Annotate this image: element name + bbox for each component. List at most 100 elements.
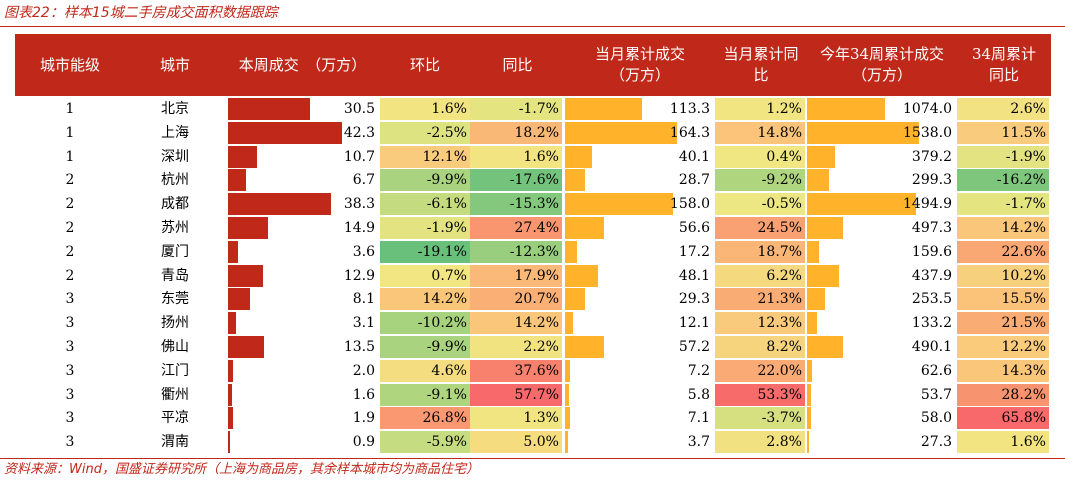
cell-value: 2 — [65, 219, 75, 236]
data-bar — [807, 407, 812, 430]
cell-value: 14.2% — [422, 291, 467, 308]
cell-value: 164.3 — [669, 124, 710, 141]
cell-value: 159.6 — [911, 243, 952, 260]
cell-month-cum: 17.2 — [565, 240, 713, 263]
cell-ytd-yoy: 10.2% — [957, 264, 1049, 287]
source-note: 资料来源：Wind，国盛证券研究所（上海为商品房，其余样本城市均为商品住宅） — [4, 462, 479, 477]
cell-month-cum: 56.6 — [565, 216, 713, 239]
cell-ytd-cum: 497.3 — [807, 216, 955, 239]
table-row: 2 成都 38.3 -6.1% -15.3% 158.0 -0.5% 1494.9 -1.7% — [0, 192, 1065, 216]
cell-value: 12.1 — [678, 315, 710, 332]
cell-value: 437.9 — [911, 267, 952, 284]
data-bar — [807, 264, 839, 287]
data-bar — [565, 216, 604, 239]
cell-ytd-yoy: 11.5% — [957, 121, 1049, 144]
cell-value: 6.7 — [352, 172, 375, 189]
cell-weekly: 8.1 — [228, 288, 378, 311]
cell-value: 8.2% — [766, 338, 802, 355]
data-bar — [807, 216, 844, 239]
cell-weekly: 3.6 — [228, 240, 378, 263]
cell-value: 0.4% — [766, 148, 802, 165]
cell-value: 21.5% — [1001, 315, 1046, 332]
cell-yoy: -12.3% — [470, 240, 562, 263]
cell-yoy: -15.3% — [470, 193, 562, 216]
cell-weekly: 30.5 — [228, 98, 378, 120]
cell-value: -3.7% — [761, 410, 802, 427]
cell-ytd-cum: 133.2 — [807, 312, 955, 335]
data-bar — [228, 312, 237, 335]
cell-value: 扬州 — [161, 315, 189, 332]
cell-value: 佛山 — [161, 338, 189, 355]
cell-value: 37.6% — [514, 362, 559, 379]
cell-value: 3 — [65, 291, 75, 308]
cell-value: 113.3 — [669, 101, 710, 117]
figure-caption: 图表22：样本15城二手房成交面积数据跟踪 — [4, 5, 278, 21]
data-bar — [807, 193, 916, 216]
cell-month-yoy: 22.0% — [715, 359, 805, 382]
cell-weekly: 2.0 — [228, 359, 378, 382]
cell-tier: 3 — [15, 288, 125, 310]
data-bar — [807, 335, 843, 358]
cell-value: 1074.0 — [903, 101, 952, 117]
cell-value: 3.7 — [687, 434, 710, 451]
cell-month-cum: 164.3 — [565, 121, 713, 144]
cell-value: 12.1% — [422, 148, 467, 165]
table-row: 1 上海 42.3 -2.5% 18.2% 164.3 14.8% 1538.0 11.5% — [0, 121, 1065, 145]
table-row: 3 渭南 0.9 -5.9% 5.0% 3.7 2.8% 27.3 1.6% — [0, 430, 1065, 454]
cell-value: 上海 — [161, 124, 189, 141]
cell-value: -1.7% — [518, 101, 559, 117]
cell-month-cum: 28.7 — [565, 169, 713, 192]
header-tier: 城市能级 — [39, 55, 100, 74]
data-bar — [228, 359, 234, 382]
cell-value: 48.1 — [678, 267, 710, 284]
cell-month-yoy: 21.3% — [715, 288, 805, 311]
data-bar — [228, 98, 311, 120]
cell-value: 1 — [65, 124, 75, 141]
cell-weekly: 0.9 — [228, 431, 378, 454]
cell-value: 10.7 — [343, 148, 375, 165]
cell-value: 18.7% — [757, 243, 802, 260]
cell-yoy: -1.7% — [470, 98, 562, 120]
cell-city: 渭南 — [125, 431, 225, 453]
cell-value: -19.1% — [417, 243, 467, 260]
cell-ytd-cum: 1494.9 — [807, 193, 955, 216]
cell-value: 1 — [65, 101, 75, 117]
cell-value: 3 — [65, 434, 75, 451]
cell-tier: 2 — [15, 265, 125, 287]
data-bar — [807, 431, 809, 454]
cell-wow: 12.1% — [380, 145, 470, 168]
cell-value: 10.2% — [1001, 267, 1046, 284]
cell-weekly: 6.7 — [228, 169, 378, 192]
cell-value: 21.3% — [757, 291, 802, 308]
cell-weekly: 12.9 — [228, 264, 378, 287]
cell-value: 3 — [65, 338, 75, 355]
data-bar — [565, 264, 598, 287]
cell-month-cum: 7.2 — [565, 359, 713, 382]
table-row: 3 扬州 3.1 -10.2% 14.2% 12.1 12.3% 133.2 21.5% — [0, 311, 1065, 335]
cell-value: 1.3% — [523, 410, 559, 427]
cell-ytd-cum: 1538.0 — [807, 121, 955, 144]
cell-value: 14.9 — [343, 219, 375, 236]
cell-ytd-yoy: 22.6% — [957, 240, 1049, 263]
cell-wow: 14.2% — [380, 288, 470, 311]
cell-value: 3 — [65, 410, 75, 427]
cell-month-yoy: 2.8% — [715, 431, 805, 454]
cell-ytd-yoy: -1.9% — [957, 145, 1049, 168]
cell-wow: 1.6% — [380, 98, 470, 120]
cell-value: 15.5% — [1001, 291, 1046, 308]
data-bar — [228, 145, 257, 168]
cell-weekly: 1.6 — [228, 383, 378, 406]
cell-value: 158.0 — [669, 196, 710, 213]
cell-value: 平凉 — [161, 410, 189, 427]
cell-value: -9.1% — [426, 386, 467, 403]
cell-value: 17.2 — [678, 243, 710, 260]
cell-month-yoy: 24.5% — [715, 216, 805, 239]
cell-tier: 3 — [15, 431, 125, 453]
cell-value: 3.1 — [352, 315, 375, 332]
cell-ytd-yoy: 14.3% — [957, 359, 1049, 382]
cell-value: 53.3% — [757, 386, 802, 403]
cell-month-yoy: 12.3% — [715, 312, 805, 335]
cell-value: 东莞 — [161, 291, 189, 308]
cell-yoy: 1.3% — [470, 407, 562, 430]
cell-month-yoy: 6.2% — [715, 264, 805, 287]
